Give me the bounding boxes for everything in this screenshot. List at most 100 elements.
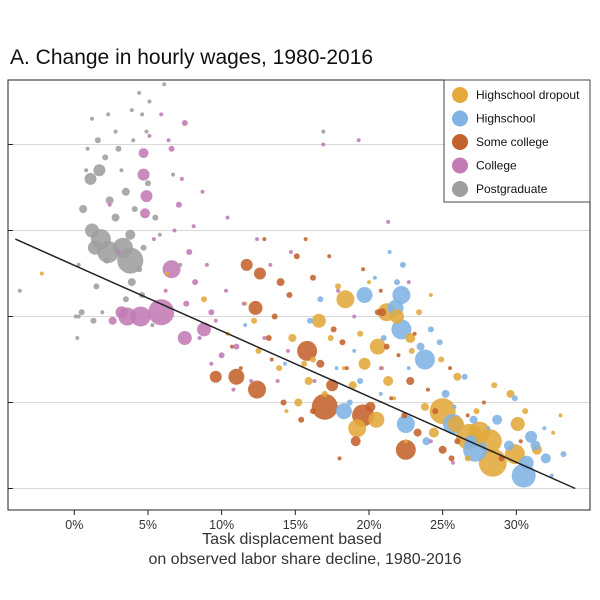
point-college-68 xyxy=(138,148,149,159)
point-postgraduate-151 xyxy=(93,283,100,290)
point-college-42 xyxy=(196,322,211,337)
point-highschool-dropout-174 xyxy=(558,413,563,418)
point-highschool-dropout-30 xyxy=(368,411,385,428)
point-some-college-191 xyxy=(229,344,234,349)
point-highschool-80 xyxy=(416,342,425,351)
point-college-226 xyxy=(352,314,357,319)
point-some-college-188 xyxy=(344,366,349,371)
point-some-college-130 xyxy=(432,408,439,415)
point-some-college-199 xyxy=(425,387,430,392)
point-highschool-34 xyxy=(335,403,352,420)
x-tick-label-1: 5% xyxy=(139,518,157,532)
point-highschool-119 xyxy=(511,395,518,402)
point-highschool-186 xyxy=(387,250,392,254)
point-college-212 xyxy=(249,379,254,383)
point-highschool-7 xyxy=(511,463,536,488)
point-some-college-198 xyxy=(396,353,401,358)
legend-marker-highschool xyxy=(452,110,468,127)
point-some-college-137 xyxy=(298,416,305,423)
point-some-college-49 xyxy=(240,258,253,271)
point-some-college-201 xyxy=(337,456,342,461)
point-highschool-dropout-99 xyxy=(522,408,529,415)
point-highschool-dropout-70 xyxy=(420,402,429,411)
point-highschool-dropout-76 xyxy=(348,381,357,390)
point-college-209 xyxy=(204,262,209,267)
point-some-college-126 xyxy=(265,335,272,341)
point-postgraduate-149 xyxy=(140,244,147,251)
point-college-222 xyxy=(285,348,290,353)
point-college-227 xyxy=(288,250,293,254)
point-college-87 xyxy=(108,316,117,325)
point-college-228 xyxy=(378,366,383,371)
point-college-234 xyxy=(255,237,260,242)
point-college-232 xyxy=(172,228,177,233)
x-tick-label-0: 0% xyxy=(65,518,83,532)
legend-label-some-college: Some college xyxy=(476,135,549,149)
point-college-224 xyxy=(231,387,236,392)
legend: Highschool dropout Highschool Some college… xyxy=(443,79,591,203)
point-some-college-3 xyxy=(311,393,338,420)
point-highschool-dropout-172 xyxy=(39,271,44,276)
legend-marker-postgraduate xyxy=(452,181,468,197)
point-highschool-dropout-168 xyxy=(392,396,397,401)
point-some-college-17 xyxy=(297,340,318,361)
point-highschool-62 xyxy=(540,453,551,464)
point-postgraduate-88 xyxy=(121,187,130,196)
point-highschool-dropout-164 xyxy=(366,280,371,285)
point-highschool-24 xyxy=(392,286,411,304)
point-highschool-dropout-108 xyxy=(327,335,334,341)
point-postgraduate-264 xyxy=(162,82,167,87)
point-college-219 xyxy=(116,250,121,254)
point-highschool-dropout-96 xyxy=(438,356,445,363)
legend-label-highschool: Highschool xyxy=(476,112,535,126)
point-college-218 xyxy=(197,336,202,340)
point-college-67 xyxy=(140,208,151,219)
point-college-143 xyxy=(175,201,182,208)
point-postgraduate-160 xyxy=(94,137,101,144)
point-college-28 xyxy=(162,260,181,279)
point-postgraduate-246 xyxy=(129,108,134,113)
point-postgraduate-148 xyxy=(131,206,138,212)
point-some-college-136 xyxy=(309,408,316,415)
point-highschool-dropout-162 xyxy=(551,430,556,435)
x-tick-label-3: 15% xyxy=(283,518,308,532)
point-postgraduate-92 xyxy=(127,278,136,287)
point-some-college-84 xyxy=(378,308,387,317)
point-postgraduate-156 xyxy=(103,257,110,264)
point-college-145 xyxy=(181,120,188,126)
point-highschool-116 xyxy=(399,261,406,268)
point-college-211 xyxy=(209,361,214,366)
point-college-238 xyxy=(321,142,326,147)
point-college-54 xyxy=(115,306,128,319)
point-postgraduate-243 xyxy=(85,146,90,151)
point-highschool-179 xyxy=(283,361,288,366)
point-college-142 xyxy=(186,249,193,255)
point-college-146 xyxy=(233,343,240,350)
point-highschool-185 xyxy=(352,348,357,353)
point-highschool-112 xyxy=(357,378,364,384)
point-postgraduate-265 xyxy=(321,129,326,134)
point-highschool-dropout-74 xyxy=(288,334,297,342)
point-postgraduate-257 xyxy=(171,172,176,177)
point-some-college-16 xyxy=(395,439,416,460)
point-highschool-118 xyxy=(461,373,468,380)
point-college-237 xyxy=(386,219,391,224)
point-college-205 xyxy=(179,176,184,181)
point-college-233 xyxy=(241,301,246,306)
point-postgraduate-247 xyxy=(147,99,152,104)
point-some-college-86 xyxy=(276,278,285,287)
legend-label-postgraduate: Postgraduate xyxy=(476,182,548,196)
point-some-college-66 xyxy=(350,436,361,447)
point-postgraduate-255 xyxy=(178,262,183,267)
point-highschool-dropout-100 xyxy=(464,455,471,462)
point-college-236 xyxy=(312,379,317,383)
point-postgraduate-259 xyxy=(150,323,155,328)
point-postgraduate-55 xyxy=(84,172,97,185)
point-some-college-200 xyxy=(389,396,394,401)
point-college-235 xyxy=(268,262,273,267)
point-highschool-181 xyxy=(452,404,457,409)
point-highschool-dropout-95 xyxy=(408,347,415,354)
point-college-147 xyxy=(218,352,225,359)
point-some-college-50 xyxy=(209,370,222,383)
point-postgraduate-249 xyxy=(106,112,111,117)
